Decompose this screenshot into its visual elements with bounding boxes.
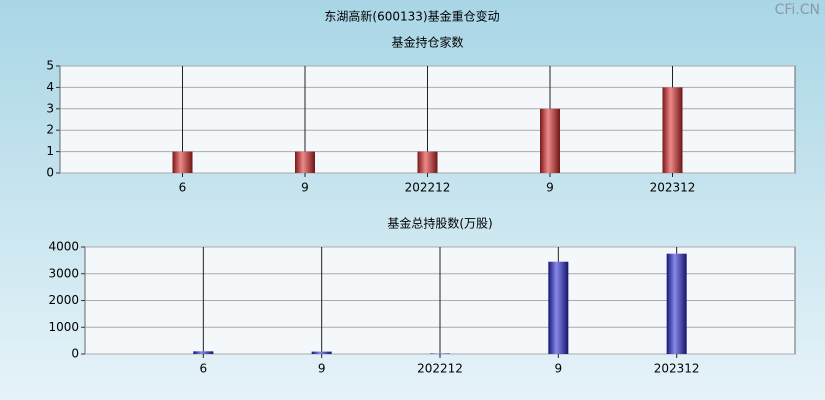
bar [430, 353, 450, 354]
bar [417, 151, 438, 173]
y-tick-label: 0 [71, 347, 79, 361]
chart-title: 基金持仓家数 [391, 35, 463, 50]
x-tick-label: 6 [200, 362, 208, 376]
x-tick-label: 6 [179, 181, 187, 195]
y-tick-label: 4 [46, 80, 54, 94]
x-tick-label: 9 [301, 181, 309, 195]
y-tick-label: 0 [46, 166, 54, 180]
x-tick-label: 9 [555, 362, 563, 376]
y-tick-label: 2000 [48, 293, 79, 307]
bar [548, 261, 569, 354]
x-tick-label: 202212 [405, 181, 451, 195]
bar [662, 87, 683, 173]
bar [540, 108, 560, 173]
bar [172, 151, 193, 173]
y-tick-label: 4000 [48, 240, 79, 254]
y-tick-label: 3000 [48, 266, 79, 280]
x-tick-label: 202312 [654, 362, 700, 376]
x-tick-label: 202312 [650, 181, 696, 195]
x-tick-label: 9 [318, 362, 326, 376]
y-tick-label: 2 [46, 123, 54, 137]
y-tick-label: 1000 [48, 320, 79, 334]
x-tick-label: 9 [546, 181, 554, 195]
x-tick-label: 202212 [417, 362, 463, 376]
chart-title: 基金总持股数(万股) [387, 216, 492, 231]
y-tick-label: 5 [46, 59, 54, 73]
bar [295, 151, 315, 173]
y-tick-label: 1 [46, 144, 54, 158]
y-tick-label: 3 [46, 101, 54, 115]
bar [666, 253, 687, 354]
bar [193, 351, 214, 354]
bar [311, 351, 332, 354]
page-title: 东湖高新(600133)基金重仓变动 [324, 9, 499, 24]
watermark: CFi.CN [775, 2, 820, 18]
